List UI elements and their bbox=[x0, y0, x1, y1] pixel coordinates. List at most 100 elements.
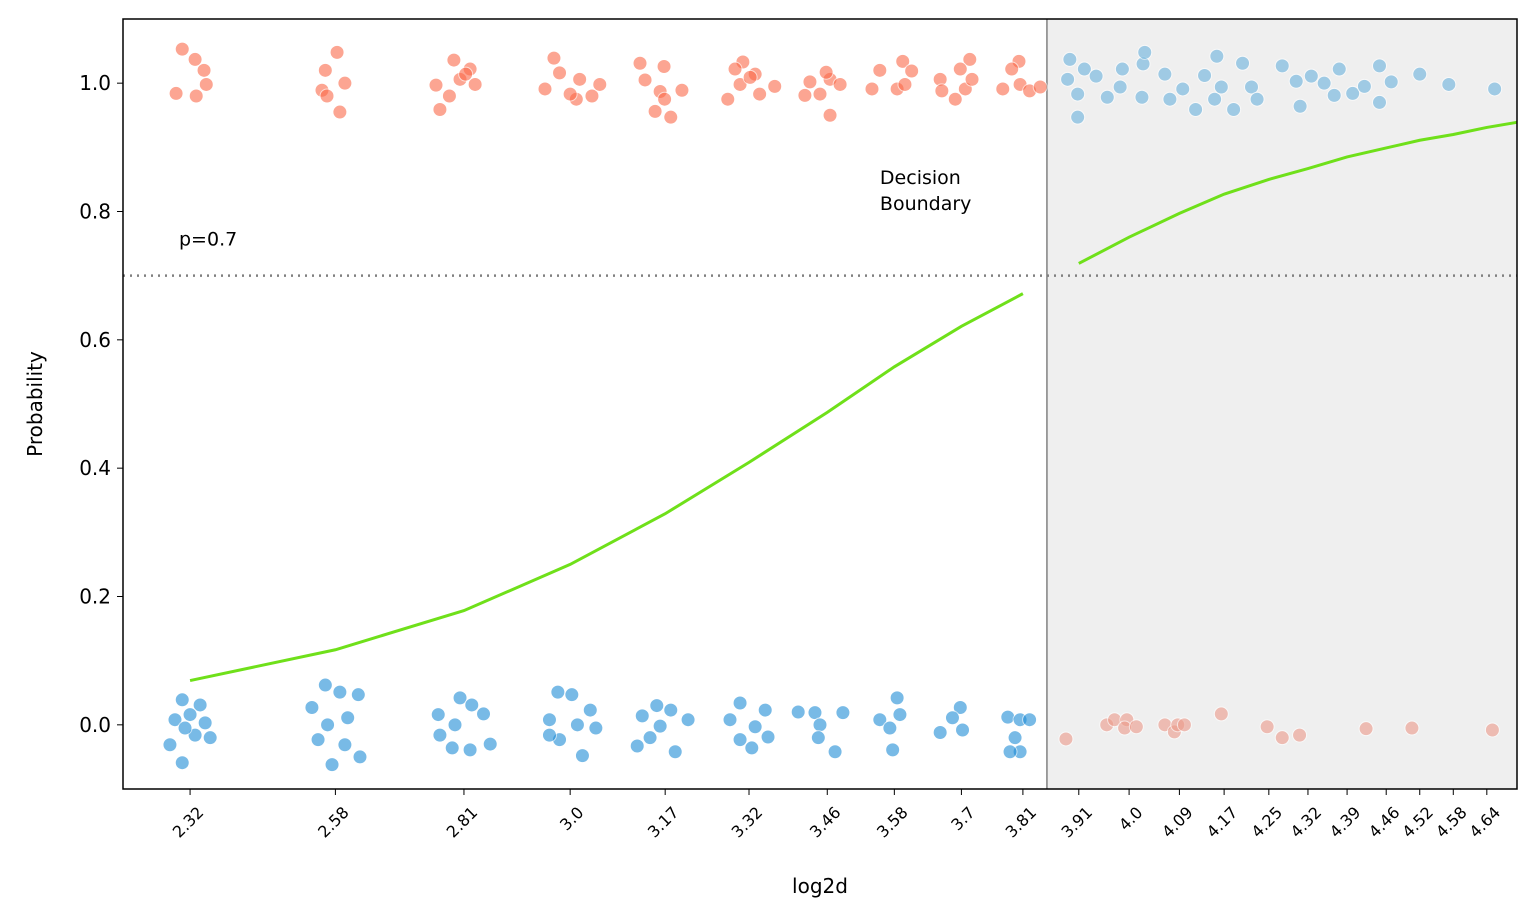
point bbox=[1007, 730, 1023, 746]
point bbox=[197, 715, 213, 731]
point bbox=[452, 690, 468, 706]
point bbox=[1175, 81, 1191, 97]
point bbox=[352, 749, 368, 765]
point bbox=[632, 55, 648, 71]
point bbox=[889, 690, 905, 706]
x-tick-label: 2.81 bbox=[443, 803, 482, 842]
point bbox=[790, 704, 806, 720]
point bbox=[904, 63, 920, 79]
point bbox=[1226, 101, 1242, 117]
point bbox=[652, 718, 668, 734]
point bbox=[337, 75, 353, 91]
point bbox=[885, 742, 901, 758]
point bbox=[1137, 44, 1153, 60]
point bbox=[588, 720, 604, 736]
point bbox=[952, 700, 968, 716]
point bbox=[1274, 58, 1290, 74]
point bbox=[441, 88, 457, 104]
point bbox=[752, 86, 768, 102]
point bbox=[1099, 89, 1115, 105]
point bbox=[952, 61, 968, 77]
x-tick-label: 3.46 bbox=[806, 803, 845, 842]
point bbox=[962, 51, 978, 67]
point bbox=[767, 78, 783, 94]
x-tick-label: 4.09 bbox=[1158, 803, 1197, 842]
x-tick-label: 3.17 bbox=[644, 803, 683, 842]
point bbox=[1207, 91, 1223, 107]
x-tick-label: 4.58 bbox=[1432, 803, 1471, 842]
point bbox=[663, 702, 679, 718]
point bbox=[1259, 719, 1275, 735]
point bbox=[732, 732, 748, 748]
point bbox=[1303, 68, 1319, 84]
point bbox=[634, 708, 650, 724]
point bbox=[1383, 74, 1399, 90]
point bbox=[432, 727, 448, 743]
point bbox=[1358, 721, 1374, 737]
boundary-region bbox=[1046, 19, 1517, 789]
point bbox=[1356, 78, 1372, 94]
point bbox=[1022, 712, 1038, 728]
point bbox=[432, 101, 448, 117]
point bbox=[797, 87, 813, 103]
point bbox=[1004, 61, 1020, 77]
point bbox=[934, 83, 950, 99]
point bbox=[947, 91, 963, 107]
point bbox=[647, 103, 663, 119]
point bbox=[447, 717, 463, 733]
point bbox=[667, 744, 683, 760]
point bbox=[747, 719, 763, 735]
point bbox=[1372, 58, 1388, 74]
point bbox=[482, 736, 498, 752]
probability-curve bbox=[189, 292, 1024, 683]
point bbox=[1249, 91, 1265, 107]
point bbox=[1213, 79, 1229, 95]
plot-frame bbox=[122, 18, 1518, 790]
point bbox=[657, 91, 673, 107]
x-tick-label: 3.0 bbox=[556, 803, 587, 834]
point bbox=[1274, 730, 1290, 746]
point bbox=[1292, 98, 1308, 114]
x-tick-label: 2.58 bbox=[314, 803, 353, 842]
probability-curve bbox=[1078, 120, 1518, 265]
point bbox=[864, 81, 880, 97]
point bbox=[198, 76, 214, 92]
point bbox=[174, 755, 190, 771]
boundary-label: Decision bbox=[880, 167, 961, 189]
point bbox=[310, 732, 326, 748]
point bbox=[1326, 87, 1342, 103]
point bbox=[174, 41, 190, 57]
point bbox=[802, 74, 818, 90]
point bbox=[944, 710, 960, 726]
x-tick-label: 3.58 bbox=[873, 803, 912, 842]
point bbox=[882, 720, 898, 736]
point bbox=[541, 727, 557, 743]
point bbox=[1162, 91, 1178, 107]
x-tick-label: 4.17 bbox=[1203, 803, 1242, 842]
point bbox=[1316, 75, 1332, 91]
point bbox=[552, 65, 568, 81]
point bbox=[541, 712, 557, 728]
point bbox=[320, 717, 336, 733]
point bbox=[562, 86, 578, 102]
point bbox=[329, 44, 345, 60]
point bbox=[1244, 79, 1260, 95]
point bbox=[476, 706, 492, 722]
x-tick-label: 3.7 bbox=[947, 803, 978, 834]
point bbox=[895, 53, 911, 69]
x-tick-label: 4.25 bbox=[1248, 803, 1287, 842]
point bbox=[1372, 94, 1388, 110]
point bbox=[964, 71, 980, 87]
point bbox=[572, 71, 588, 87]
point bbox=[1088, 68, 1104, 84]
point bbox=[835, 705, 851, 721]
point bbox=[340, 710, 356, 726]
y-tick-label: 0.4 bbox=[79, 456, 111, 480]
point bbox=[732, 695, 748, 711]
point bbox=[458, 66, 474, 82]
point bbox=[1331, 61, 1347, 77]
point bbox=[637, 72, 653, 88]
point bbox=[187, 51, 203, 67]
point bbox=[812, 86, 828, 102]
point bbox=[332, 104, 348, 120]
